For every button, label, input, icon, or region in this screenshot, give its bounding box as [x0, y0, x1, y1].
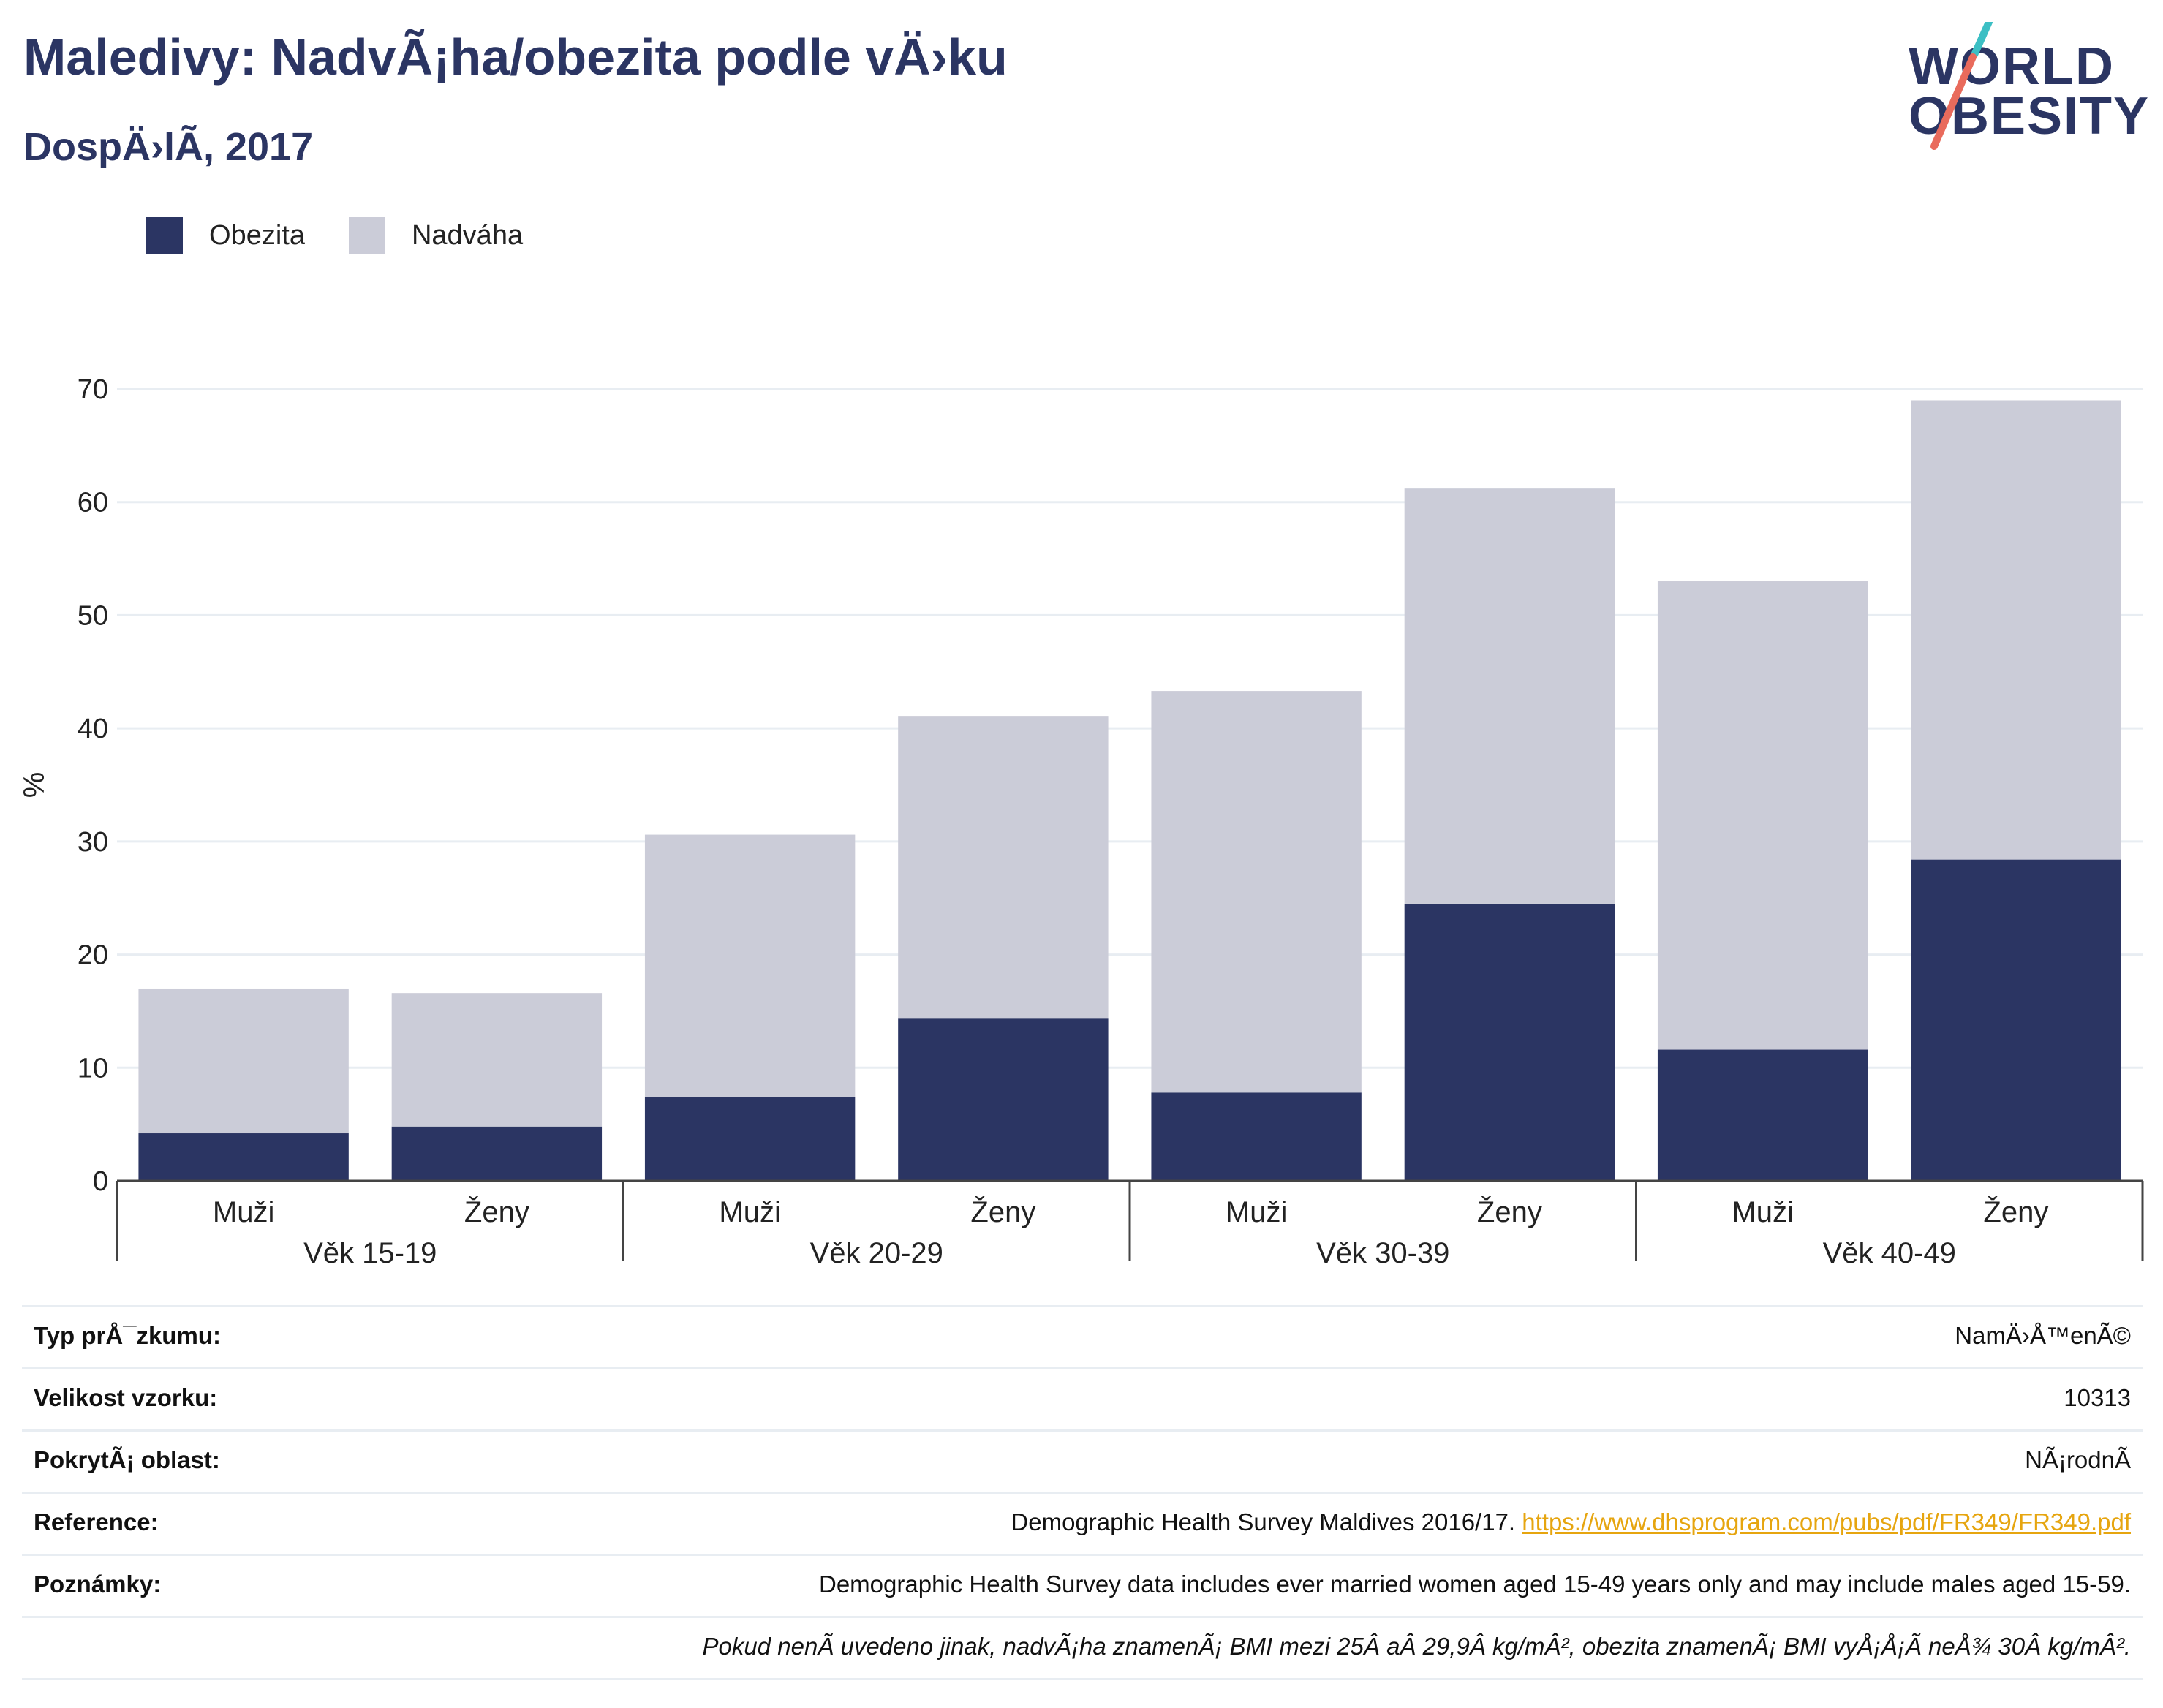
survey-info-table: Typ prÅ¯zkumu: NamÄ›Å™enÃ© Velikost vzor… [22, 1305, 2143, 1680]
bar-obezita [1151, 1092, 1362, 1181]
info-label: Velikost vzorku: [34, 1384, 218, 1411]
reference-link[interactable]: https://www.dhsprogram.com/pubs/pdf/FR34… [1522, 1508, 2131, 1535]
info-row-reference: Reference: Demographic Health Survey Mal… [22, 1494, 2143, 1556]
legend-label-nadvaha: Nadváha [411, 219, 524, 251]
y-tick-label: 30 [78, 827, 108, 858]
bar-nadvha [898, 716, 1109, 1019]
bar-obezita [1911, 859, 2121, 1181]
chart-legend: Obezita Nadváha [146, 216, 567, 254]
x-tick-label: Ženy [970, 1195, 1035, 1228]
info-value: NamÄ›Å™enÃ© [1955, 1322, 2131, 1349]
info-row-survey-type: Typ prÅ¯zkumu: NamÄ›Å™enÃ© [22, 1305, 2143, 1369]
info-row-notes: Poznámky: Demographic Health Survey data… [22, 1556, 2143, 1618]
x-group-label: Věk 30-39 [1316, 1237, 1449, 1269]
y-tick-label: 40 [78, 714, 108, 744]
info-label: PokrytÃ¡ oblast: [34, 1446, 220, 1473]
bar-obezita [898, 1018, 1109, 1181]
bar-obezita [391, 1126, 603, 1181]
x-tick-label: Muži [213, 1196, 274, 1228]
x-group-label: Věk 40-49 [1823, 1237, 1956, 1269]
info-row-footnote: Pokud nenÃ­ uvedeno jinak, nadvÃ¡ha znam… [22, 1618, 2143, 1680]
info-value: Demographic Health Survey Maldives 2016/… [1011, 1508, 2131, 1536]
legend-label-obezita: Obezita [209, 219, 305, 251]
bar-nadvha [138, 988, 349, 1134]
bar-nadvha [1657, 581, 1868, 1050]
y-axis-label: % [18, 772, 50, 798]
bar-obezita [1657, 1049, 1868, 1181]
legend-item-nadvaha[interactable]: Nadváha [348, 217, 524, 254]
legend-swatch-nadvaha [348, 217, 385, 254]
logo-line-1: WORLD [1909, 37, 2115, 96]
info-label: Reference: [34, 1508, 159, 1535]
info-value: 10313 [2064, 1384, 2131, 1411]
legend-item-obezita[interactable]: Obezita [146, 217, 305, 254]
x-tick-label: Ženy [464, 1195, 529, 1228]
y-tick-label: 70 [78, 374, 108, 405]
reference-text: Demographic Health Survey Maldives 2016/… [1011, 1508, 1522, 1535]
page-title: Maledivy: NadvÃ¡ha/obezita podle vÄ›ku [23, 29, 1008, 86]
info-label: Poznámky: [34, 1571, 162, 1598]
bar-nadvha [644, 834, 856, 1097]
page-subtitle: DospÄ›lÃ­, 2017 [23, 125, 314, 169]
info-value: NÃ¡rodnÃ­ [2025, 1446, 2131, 1473]
bar-nadvha [1911, 400, 2121, 860]
world-obesity-logo: WORLD OBESITY [1909, 22, 2150, 154]
bmi-footnote: Pokud nenÃ­ uvedeno jinak, nadvÃ¡ha znam… [702, 1633, 2131, 1660]
legend-swatch-obezita [146, 217, 183, 254]
x-tick-label: Ženy [1983, 1195, 2048, 1228]
x-group-label: Věk 15-19 [303, 1237, 437, 1269]
logo-slash-icon [1930, 22, 1993, 150]
bar-nadvha [1404, 488, 1615, 904]
y-tick-label: 10 [78, 1053, 108, 1084]
x-tick-label: Muži [1732, 1196, 1793, 1228]
x-group-label: Věk 20-29 [810, 1237, 943, 1269]
y-tick-label: 50 [78, 600, 108, 631]
info-row-coverage: PokrytÃ¡ oblast: NÃ¡rodnÃ­ [22, 1432, 2143, 1494]
y-tick-label: 0 [93, 1166, 108, 1197]
bar-nadvha [1151, 691, 1362, 1093]
info-value: Demographic Health Survey data includes … [819, 1571, 2131, 1598]
bar-obezita [138, 1133, 349, 1181]
info-label: Typ prÅ¯zkumu: [34, 1322, 221, 1349]
stacked-bar-chart: 0 10 20 30 40 50 60 70% Muži Ženy Muži Ženy Muži Ženy… [18, 374, 2144, 1269]
info-row-sample-size: Velikost vzorku: 10313 [22, 1369, 2143, 1432]
x-tick-label: Ženy [1477, 1195, 1542, 1228]
bar-obezita [1404, 903, 1615, 1181]
x-tick-label: Muži [1226, 1196, 1287, 1228]
y-tick-label: 60 [78, 488, 108, 518]
x-tick-label: Muži [719, 1196, 780, 1228]
bar-nadvha [391, 993, 603, 1127]
bar-obezita [644, 1097, 856, 1181]
y-tick-label: 20 [78, 940, 108, 971]
